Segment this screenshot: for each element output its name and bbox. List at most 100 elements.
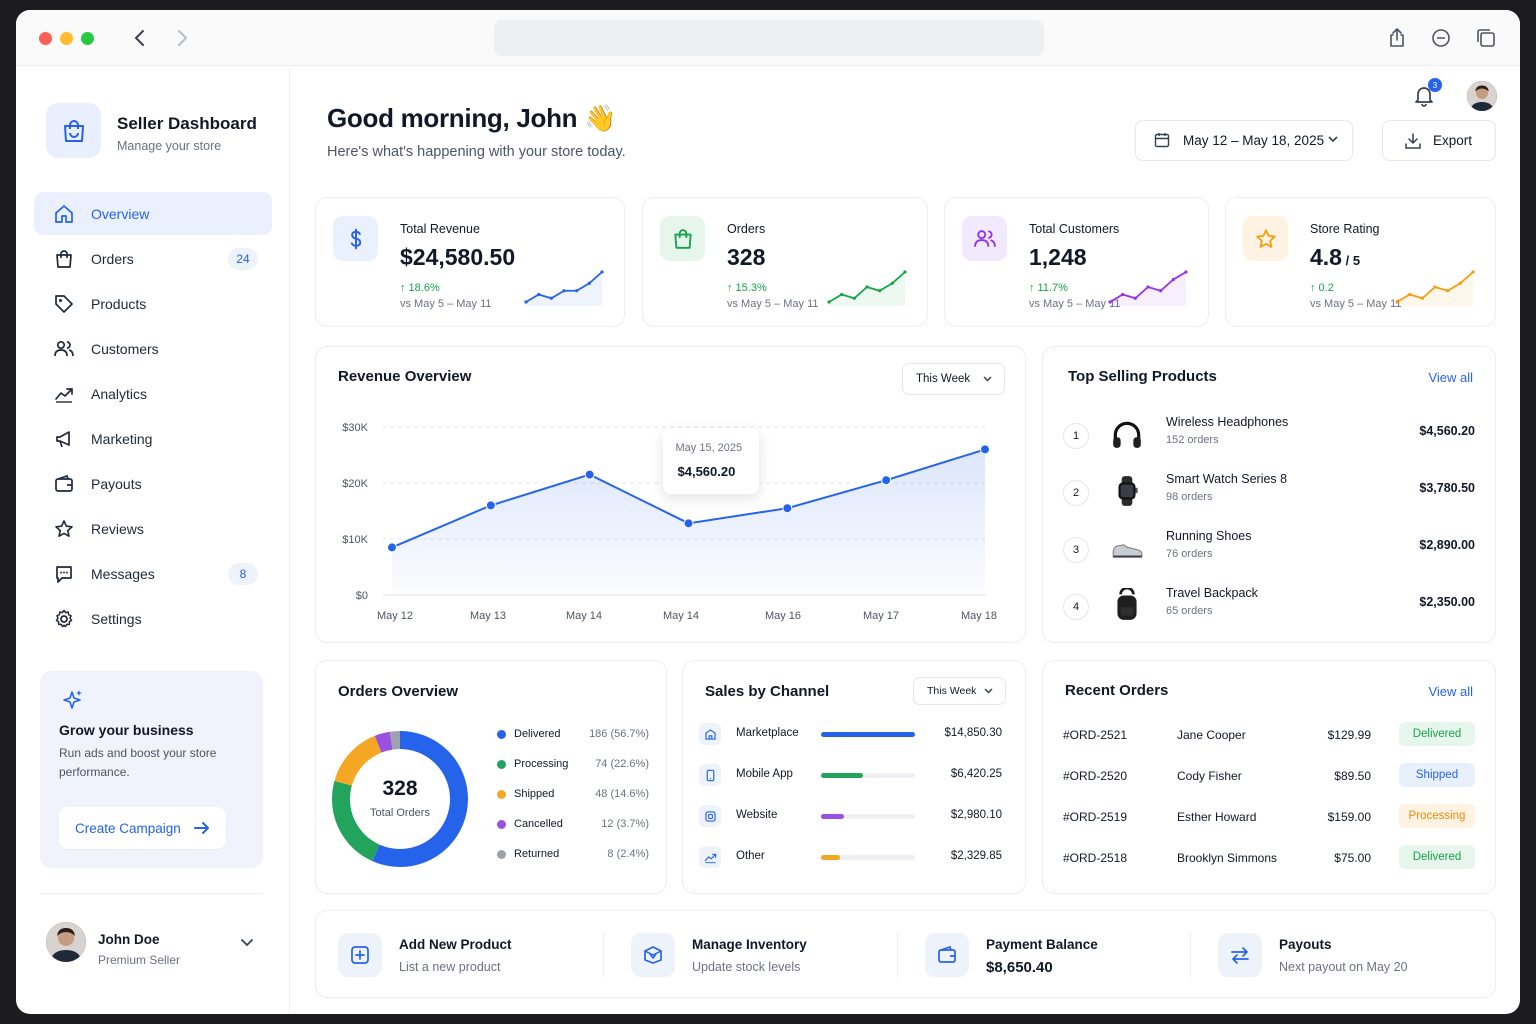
quick-action-add-new-product[interactable]: Add New Product List a new product [316,911,606,999]
download-icon [1405,133,1421,149]
chevron-down-icon [984,688,993,694]
order-row[interactable]: #ORD-2521 Jane Cooper $129.99 Delivered [1063,722,1475,748]
export-label: Export [1433,133,1473,148]
date-range-picker[interactable]: May 12 – May 18, 2025 [1135,120,1353,161]
revenue-point[interactable] [387,542,397,553]
sidebar-item-label: Messages [91,565,155,582]
quick-action-payouts[interactable]: Payouts Next payout on May 20 [1196,911,1486,999]
sparkline-point [903,270,907,274]
sidebar-item-marketing[interactable]: Marketing [34,417,272,460]
top-product-row[interactable]: 1 Wireless Headphones 152 orders $4,560.20 [1063,411,1475,461]
tooltip-value: $4,560.20 [677,464,736,480]
tabs-icon[interactable] [1475,27,1497,49]
channel-period-select[interactable]: This Week [913,677,1006,705]
kpi-label: Total Revenue [400,222,480,236]
quick-action-icon-wrap [338,933,382,977]
quick-action-manage-inventory[interactable]: Manage Inventory Update stock levels [609,911,899,999]
channel-icon-wrap [699,723,721,745]
order-customer: Esther Howard [1177,810,1257,824]
sparkline-point [587,281,591,285]
back-icon[interactable] [128,26,152,50]
order-row[interactable]: #ORD-2518 Brooklyn Simmons $75.00 Delivered [1063,845,1475,871]
sparkline-area [1110,272,1186,306]
kpi-period: vs May 5 – May 11 [1029,298,1121,310]
orders-overview-title: Orders Overview [338,683,459,700]
recent-orders-title: Recent Orders [1065,682,1169,699]
calendar-icon [1154,133,1170,148]
sidebar-item-overview[interactable]: Overview [34,192,272,235]
product-orders: 152 orders [1166,434,1219,446]
address-bar[interactable] [494,20,1044,56]
product-rank: 3 [1063,537,1089,563]
zoom-out-icon[interactable] [1430,27,1452,49]
order-amount: $75.00 [1334,851,1371,865]
sparkline-point [1395,300,1399,304]
top-product-row[interactable]: 2 Smart Watch Series 8 98 orders $3,780.50 [1063,468,1475,518]
tooltip-date: May 15, 2025 [675,442,743,455]
sparkle-icon [63,690,82,709]
product-rank: 2 [1063,480,1089,506]
x-tick-label: May 14 [566,610,602,622]
wallet-icon [938,945,956,963]
donut-segment-returned[interactable] [332,731,468,867]
chevron-down-icon[interactable] [241,939,253,947]
order-row[interactable]: #ORD-2519 Esther Howard $159.00 Processing [1063,804,1475,830]
quick-action-title: Add New Product [399,937,512,952]
revenue-period-select[interactable]: This Week [902,363,1005,395]
channel-name: Mobile App [736,768,793,780]
top-products-view-all[interactable]: View all [1428,370,1473,385]
share-icon[interactable] [1386,27,1408,49]
order-amount: $129.99 [1327,728,1371,742]
y-tick-label: $0 [356,590,368,602]
donut-segment-processing[interactable] [332,731,468,867]
status-badge: Shipped [1399,763,1475,787]
recent-orders-view-all[interactable]: View all [1428,684,1473,699]
minimize-window-button[interactable] [60,32,73,45]
kpi-value-number: 1,248 [1029,244,1087,270]
sparkline-point [827,300,831,304]
sidebar-item-analytics[interactable]: Analytics [34,372,272,415]
sidebar-item-settings[interactable]: Settings [34,597,272,640]
top-products-title: Top Selling Products [1068,368,1217,385]
top-product-row[interactable]: 4 Travel Backpack 65 orders $2,350.00 [1063,582,1475,632]
notifications-button[interactable]: 3 [1412,78,1442,107]
transfer-icon [1231,947,1249,964]
channel-name: Other [736,850,765,862]
sidebar-item-products[interactable]: Products [34,282,272,325]
sparkline-point [1121,292,1125,297]
y-tick-label: $20K [342,478,368,490]
export-button[interactable]: Export [1382,120,1496,161]
revenue-point[interactable] [485,500,496,511]
sidebar-item-orders[interactable]: Orders 24 [34,237,272,280]
maximize-window-button[interactable] [81,32,94,45]
create-campaign-button[interactable]: Create Campaign [59,807,226,849]
header-avatar[interactable] [1467,81,1497,111]
quick-action-icon-wrap [1218,933,1262,977]
kpi-icon-wrap [660,216,705,261]
sparkline-point [1446,289,1450,293]
box-icon [644,946,662,964]
close-window-button[interactable] [39,32,52,45]
revenue-point[interactable] [881,475,892,486]
star-icon [55,519,73,537]
channel-value: $6,420.25 [950,768,1002,780]
revenue-point[interactable] [782,503,793,514]
product-rank: 4 [1063,594,1089,620]
sidebar-item-reviews[interactable]: Reviews [34,507,272,550]
quick-action-payment-balance[interactable]: Payment Balance $8,650.40 [903,911,1193,999]
user-profile[interactable]: John Doe Premium Seller [40,893,263,973]
main-navigation: Overview Orders 24 Products Customers Analyti… [34,192,272,642]
revenue-point[interactable] [980,444,990,455]
donut-total-label: Total Orders [370,807,430,819]
revenue-point[interactable] [683,518,694,529]
sidebar-item-customers[interactable]: Customers [34,327,272,370]
top-product-row[interactable]: 3 Running Shoes 76 orders $2,890.00 [1063,525,1475,575]
forward-icon[interactable] [170,26,194,50]
sidebar-item-payouts[interactable]: Payouts [34,462,272,505]
channel-icon-wrap [699,846,721,868]
user-name: John Doe [98,932,160,947]
sidebar-item-messages[interactable]: Messages 8 [34,552,272,595]
revenue-point[interactable] [584,469,595,480]
order-row[interactable]: #ORD-2520 Cody Fisher $89.50 Shipped [1063,763,1475,789]
sparkline-point [562,289,566,293]
